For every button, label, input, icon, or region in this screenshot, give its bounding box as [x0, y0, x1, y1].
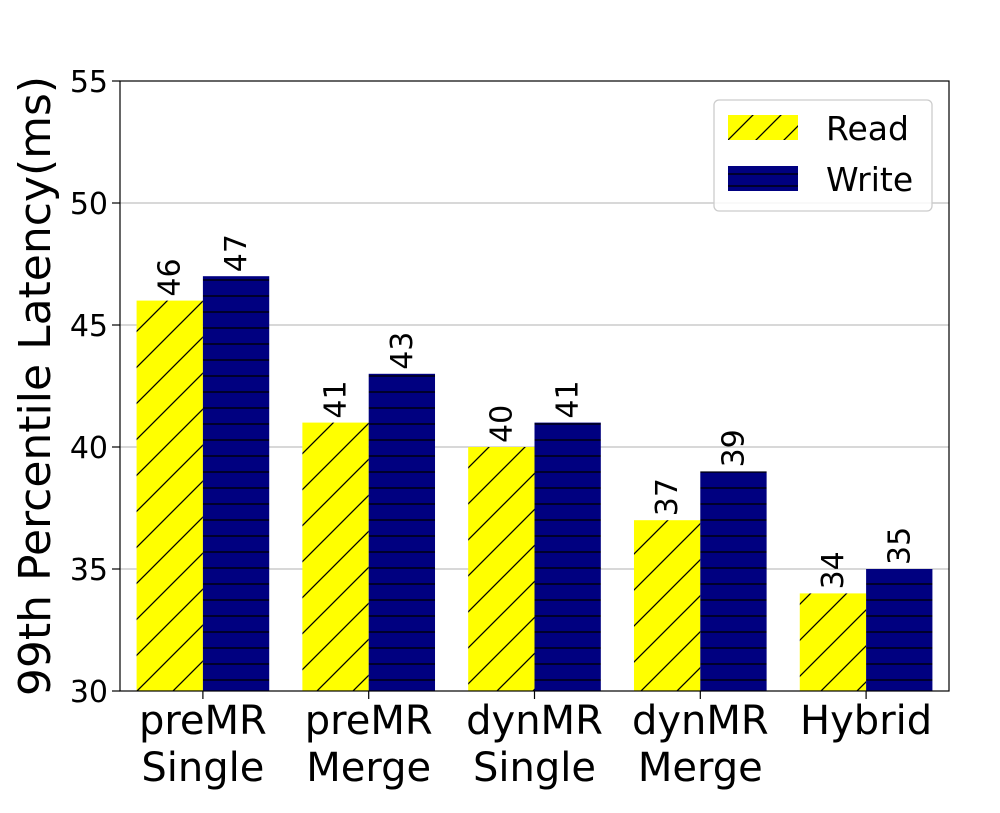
x-tick-label: preMR [305, 698, 433, 744]
bar-read-2 [468, 447, 535, 691]
x-tick-label: Merge [306, 745, 431, 791]
data-label-write-4: 35 [882, 527, 917, 565]
x-tick-label: dynMR [632, 698, 769, 744]
y-axis-ticks: 30 35 40 45 50 55 [70, 65, 120, 710]
y-tick-label: 40 [70, 431, 108, 466]
legend: Read Write [713, 99, 933, 212]
x-axis-ticks: preMRSinglepreMRMergedynMRSingledynMRMer… [139, 691, 932, 791]
data-label-read-0: 46 [153, 258, 188, 296]
data-label-write-1: 43 [385, 332, 420, 370]
bar-write-3 [700, 471, 767, 691]
bar-write-2 [534, 422, 601, 691]
bars [136, 276, 933, 691]
y-tick-label: 55 [70, 65, 108, 100]
x-tick-label: Single [141, 745, 264, 791]
data-label-write-0: 47 [219, 234, 254, 272]
x-tick-label: Hybrid [800, 698, 932, 744]
x-tick-label: preMR [139, 698, 267, 744]
legend-swatch-read [728, 115, 798, 140]
bar-write-0 [202, 276, 270, 691]
x-tick-label: Single [473, 745, 596, 791]
legend-label-write: Write [826, 160, 913, 199]
x-tick-label: dynMR [466, 698, 603, 744]
legend-label-read: Read [826, 109, 909, 148]
y-tick-label: 50 [70, 187, 108, 222]
data-labels: 46 47 41 43 40 41 37 39 34 35 [153, 234, 918, 589]
y-tick-label: 30 [70, 675, 108, 710]
bar-write-4 [866, 569, 933, 691]
bar-read-3 [633, 520, 701, 691]
legend-swatch-write [728, 166, 798, 191]
data-label-write-3: 39 [716, 429, 751, 467]
bar-read-0 [136, 300, 203, 691]
x-tick-label: Merge [638, 745, 763, 791]
y-tick-label: 45 [70, 309, 108, 344]
bar-read-1 [302, 422, 369, 691]
y-axis-label: 99th Percentile Latency(ms) [10, 76, 61, 696]
data-label-read-3: 37 [650, 478, 685, 516]
y-tick-label: 35 [70, 553, 108, 588]
data-label-read-1: 41 [319, 380, 354, 418]
data-label-read-2: 40 [484, 405, 519, 443]
bar-read-4 [799, 593, 867, 691]
data-label-read-4: 34 [816, 551, 851, 589]
bar-write-1 [368, 373, 436, 691]
data-label-write-2: 41 [551, 380, 586, 418]
